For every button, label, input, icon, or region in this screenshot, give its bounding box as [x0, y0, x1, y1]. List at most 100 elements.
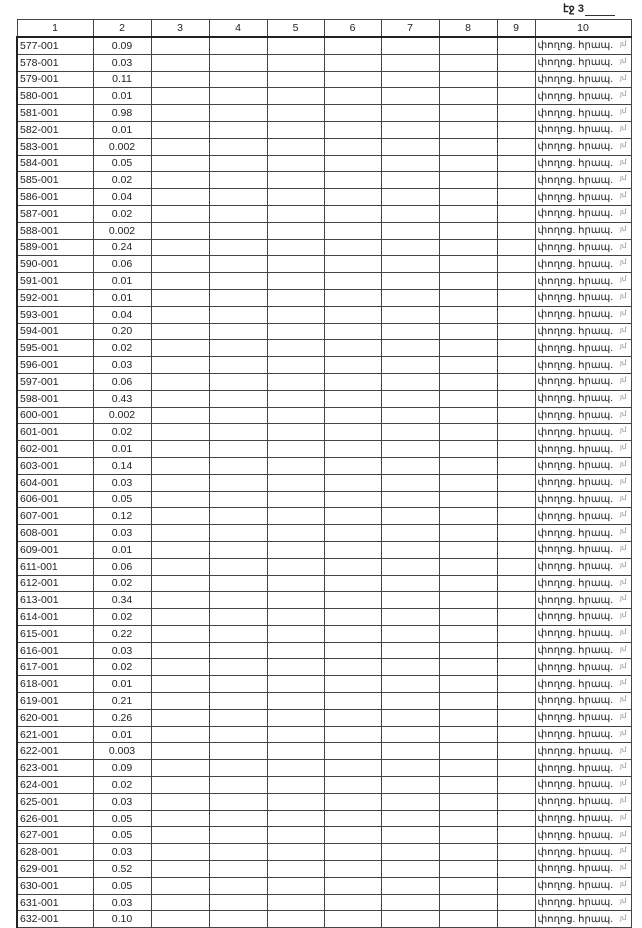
table-row: 615-001 0.22 փողոց. հրապ.: [16, 624, 632, 643]
empty-cell: [150, 725, 210, 744]
empty-cell: [323, 456, 382, 475]
empty-cell: [266, 624, 325, 643]
table-row: 628-001 0.03 փողոց. հրապ.: [16, 843, 632, 862]
empty-cell: [438, 305, 498, 324]
empty-cell: [380, 154, 440, 173]
empty-cell: [496, 893, 536, 912]
margin-mark: յմ: [620, 41, 627, 48]
margin-mark: յմ: [620, 545, 627, 552]
table-row: 627-001 0.05 փողոց. հրապ.: [16, 826, 632, 845]
empty-cell: [438, 171, 498, 190]
empty-cell: [496, 826, 536, 845]
land-type: փողոց. հրապ.: [534, 742, 632, 761]
empty-cell: [438, 692, 498, 710]
empty-cell: [380, 860, 440, 878]
table-row: 580-001 0.01 փողոց. հրապ.: [16, 87, 632, 106]
empty-cell: [323, 272, 382, 290]
empty-cell: [150, 591, 210, 610]
margin-mark: յմ: [620, 746, 627, 754]
land-type: փողոց. հրապ.: [534, 137, 632, 156]
parcel-id: 581-001: [16, 104, 94, 122]
area-value: 0.01: [92, 440, 152, 458]
margin-mark: յմ: [620, 192, 627, 200]
column-header-8: 8: [438, 19, 498, 38]
empty-cell: [266, 675, 325, 694]
empty-cell: [380, 843, 440, 862]
empty-cell: [208, 272, 268, 290]
table-row: 593-001 0.04 փողոց. հրապ.: [16, 305, 632, 324]
empty-cell: [438, 910, 498, 928]
empty-cell: [380, 171, 440, 190]
empty-cell: [496, 204, 536, 223]
table-row: 582-001 0.01 փողոց. հրապ.: [16, 120, 632, 139]
land-type: փողոց. հրապ.: [534, 708, 632, 727]
margin-mark: յմ: [620, 864, 627, 872]
empty-cell: [380, 591, 440, 610]
empty-cell: [323, 36, 382, 55]
table-row: 604-001 0.03 փողոց. հրապ.: [16, 473, 632, 492]
empty-cell: [380, 221, 440, 240]
area-value: 0.01: [92, 120, 152, 139]
column-header-9: 9: [496, 19, 536, 38]
empty-cell: [266, 188, 325, 206]
empty-cell: [380, 876, 440, 895]
empty-cell: [380, 423, 440, 442]
area-value: 0.02: [92, 608, 152, 626]
empty-cell: [380, 608, 440, 626]
empty-cell: [150, 456, 210, 475]
land-type: փողոց. հրապ.: [534, 759, 632, 778]
area-value: 0.06: [92, 372, 152, 391]
empty-cell: [438, 389, 498, 408]
empty-cell: [380, 255, 440, 274]
margin-mark: յմ: [620, 813, 627, 821]
empty-cell: [380, 641, 440, 660]
parcel-id: 587-001: [16, 204, 94, 223]
empty-cell: [323, 692, 382, 710]
empty-cell: [380, 557, 440, 576]
parcel-id: 631-001: [16, 893, 94, 912]
empty-cell: [496, 742, 536, 761]
land-type: փողոց. հրապ.: [534, 389, 632, 408]
empty-cell: [266, 53, 325, 72]
land-type: փողոց. հրապ.: [534, 406, 632, 425]
empty-cell: [266, 692, 325, 710]
parcel-id: 585-001: [16, 171, 94, 190]
parcel-id: 622-001: [16, 742, 94, 761]
empty-cell: [208, 221, 268, 240]
empty-cell: [266, 910, 325, 928]
margin-mark: յմ: [620, 914, 627, 922]
empty-cell: [496, 36, 536, 55]
empty-cell: [266, 708, 325, 727]
land-type: փողոց. հրապ.: [534, 473, 632, 492]
empty-cell: [380, 322, 440, 341]
land-type: փողոց. հրապ.: [534, 876, 632, 895]
empty-cell: [438, 53, 498, 72]
empty-cell: [496, 356, 536, 374]
empty-cell: [208, 893, 268, 912]
empty-cell: [496, 540, 536, 559]
empty-cell: [438, 154, 498, 173]
empty-cell: [150, 204, 210, 223]
table-row: 602-001 0.01 փողոց. հրապ.: [16, 440, 632, 458]
parcel-id: 579-001: [16, 70, 94, 89]
empty-cell: [496, 238, 536, 257]
column-header-10: 10: [534, 19, 632, 38]
empty-cell: [208, 171, 268, 190]
empty-cell: [496, 658, 536, 677]
empty-cell: [496, 641, 536, 660]
empty-cell: [323, 658, 382, 677]
empty-cell: [150, 860, 210, 878]
land-type: փողոց. հրապ.: [534, 843, 632, 862]
empty-cell: [438, 288, 498, 307]
empty-cell: [496, 171, 536, 190]
empty-cell: [380, 776, 440, 794]
parcel-id: 600-001: [16, 406, 94, 425]
table-row: 618-001 0.01 փողոց. հրապ.: [16, 675, 632, 694]
empty-cell: [496, 53, 536, 72]
empty-cell: [150, 137, 210, 156]
empty-cell: [150, 557, 210, 576]
empty-cell: [208, 104, 268, 122]
empty-cell: [150, 910, 210, 928]
margin-mark: յմ: [620, 629, 627, 636]
empty-cell: [438, 272, 498, 290]
